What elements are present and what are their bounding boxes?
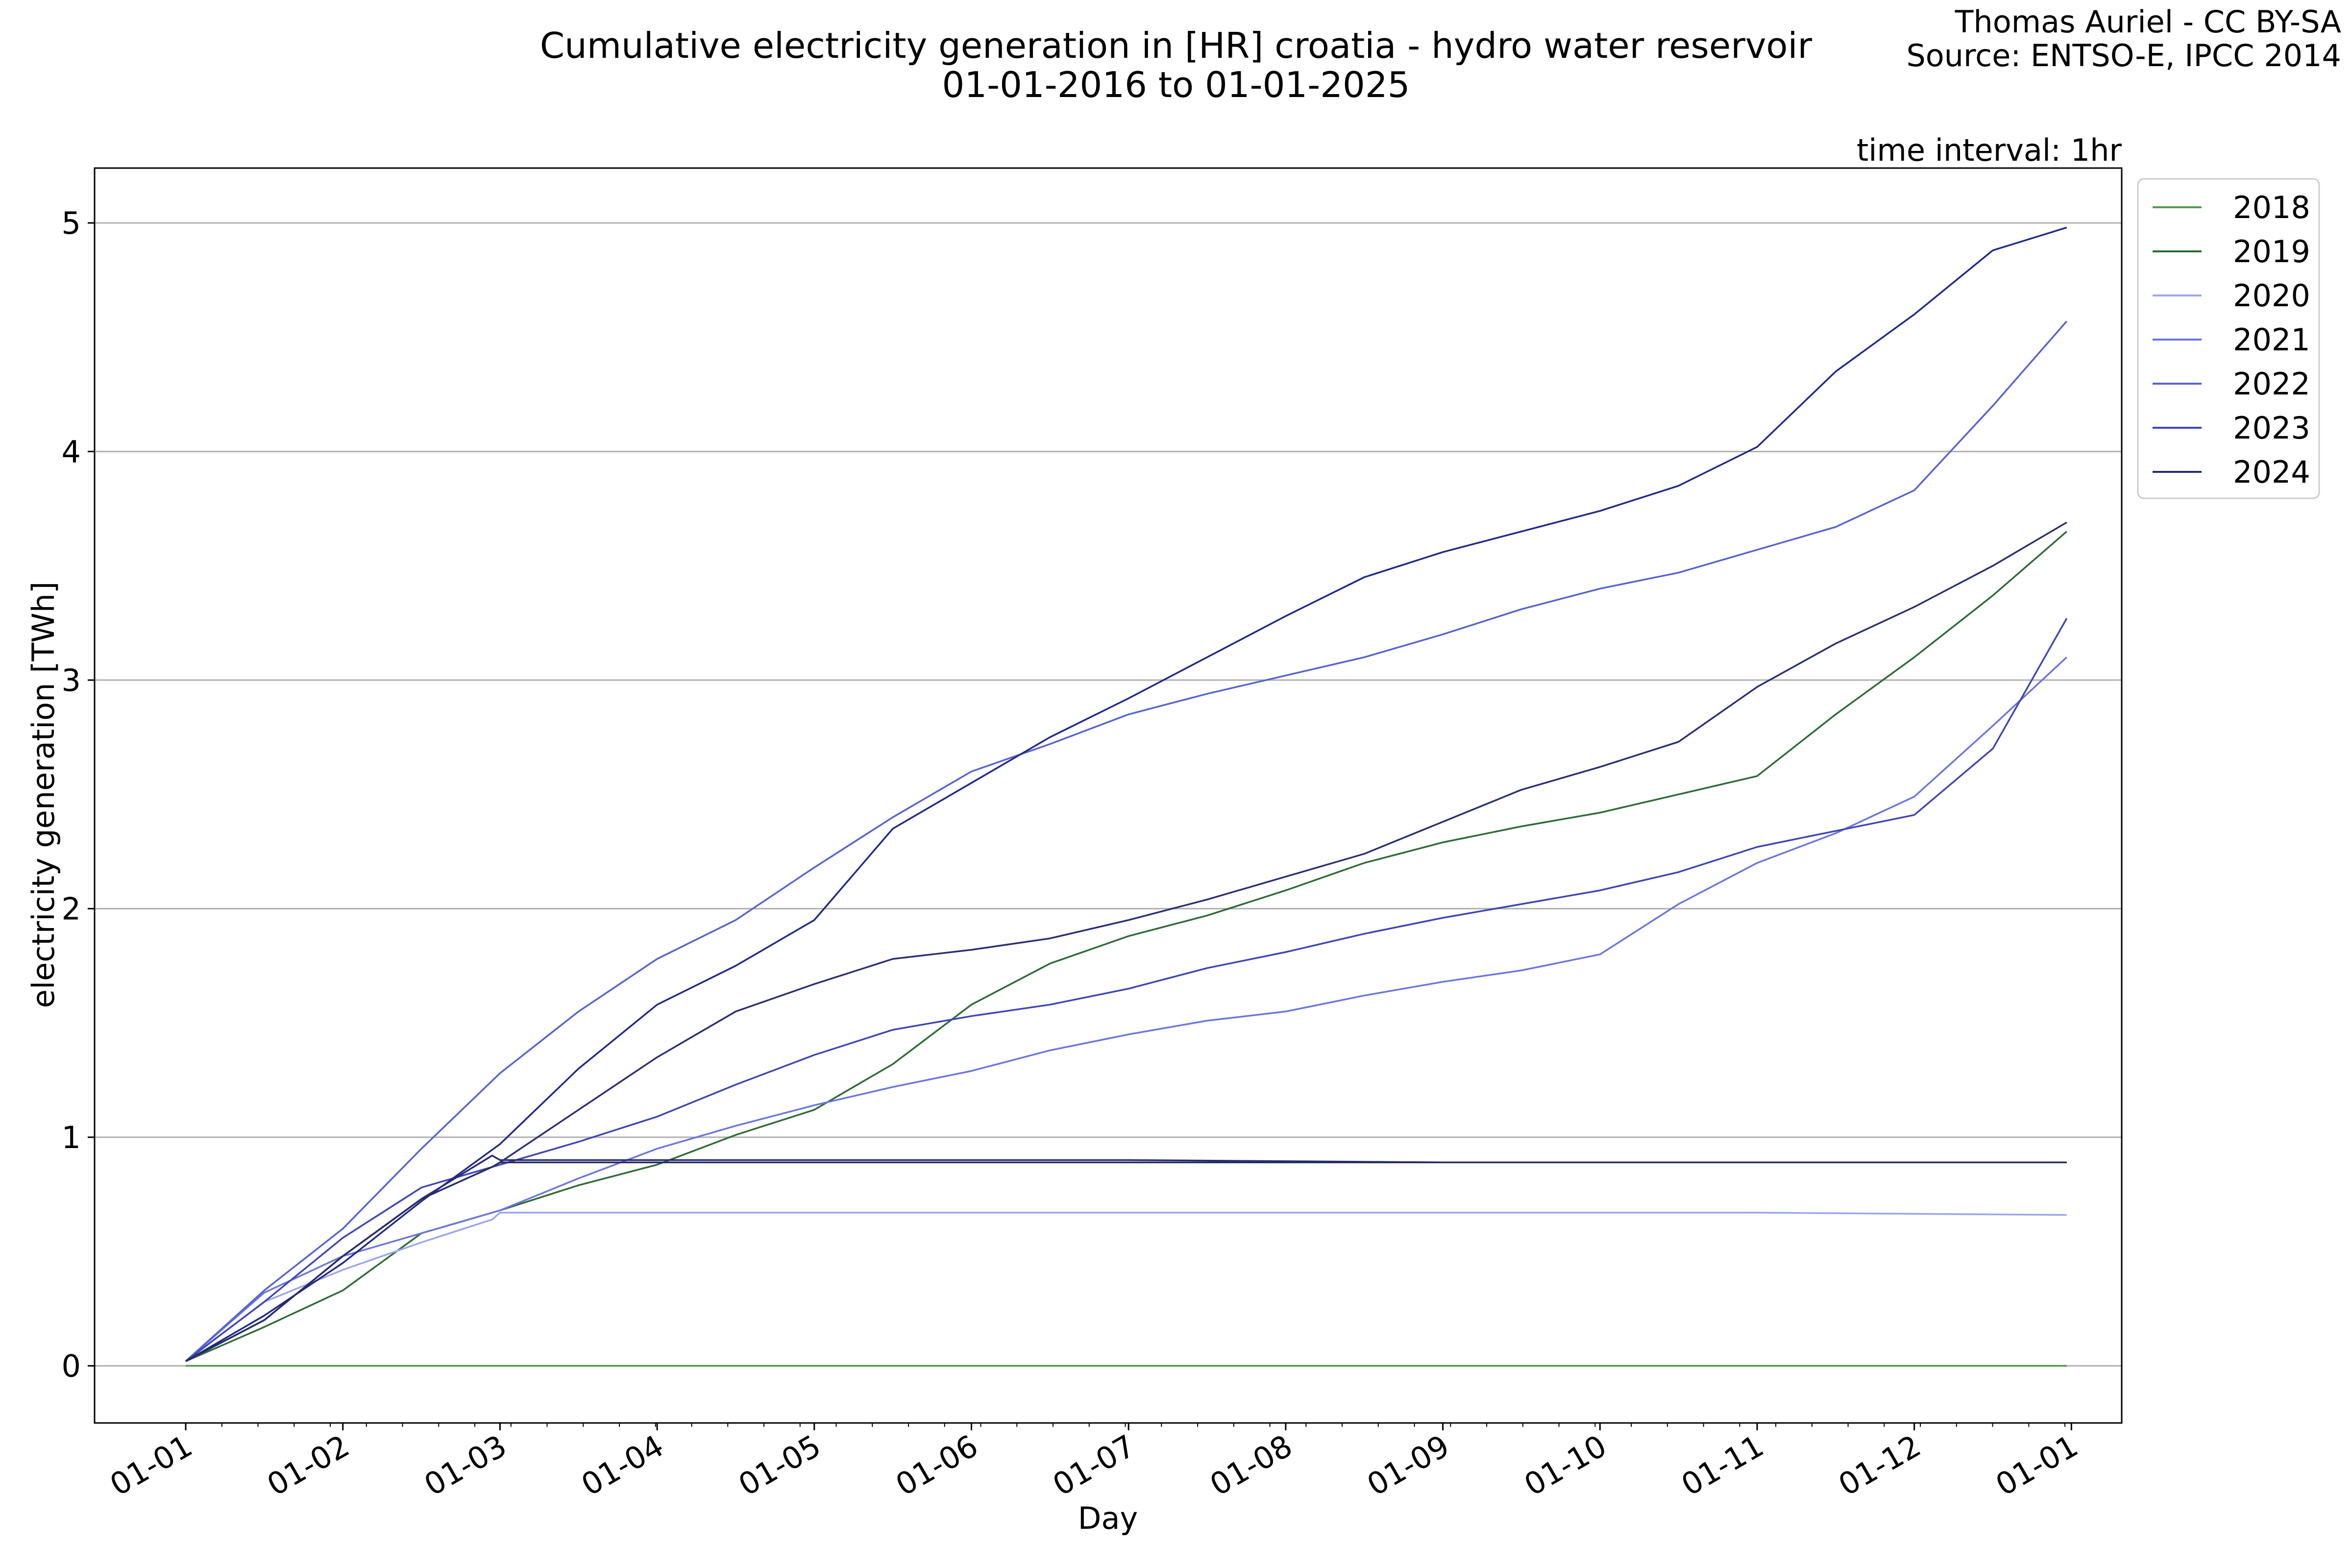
x-tick-label: 01-12 <box>1833 1428 1927 1503</box>
x-tick-label: 01-11 <box>1675 1428 1770 1503</box>
x-tick-label: 01-01 <box>1989 1428 2084 1503</box>
legend-label: 2019 <box>2233 234 2310 270</box>
y-tick-label: 2 <box>62 891 81 927</box>
y-axis-label: electricity generation [TWh] <box>25 582 61 1008</box>
x-axis-label: Day <box>1078 1500 1138 1536</box>
plot-frame <box>94 167 2123 1424</box>
series-line-2021 <box>185 657 2067 1362</box>
legend-frame <box>2137 178 2320 499</box>
legend-label: 2021 <box>2233 322 2310 358</box>
x-tick-label: 01-03 <box>418 1428 513 1503</box>
x-axis-ticks: 01-01 01-02 01-03 01-04 01-05 01-06 01-07 01-08… <box>104 1423 2084 1503</box>
legend-label: 2018 <box>2233 190 2310 225</box>
series-line-unlabeled-8 <box>185 1161 2067 1362</box>
x-tick-label: 01-02 <box>261 1428 356 1503</box>
series-line-2023 <box>185 618 2068 1362</box>
x-tick-label: 01-07 <box>1047 1428 1141 1503</box>
y-tick-label: 1 <box>62 1120 81 1155</box>
x-tick-label: 01-01 <box>104 1428 198 1503</box>
x-tick-label: 01-10 <box>1518 1428 1613 1503</box>
series-line-2020 <box>185 1212 2067 1362</box>
y-tick-label: 3 <box>62 662 81 698</box>
chart-subtitle: 01-01-2016 to 01-01-2025 <box>942 64 1410 105</box>
legend-label: 2023 <box>2233 410 2310 446</box>
time-interval-annotation: time interval: 1hr <box>1857 132 2122 168</box>
x-tick-label: 01-05 <box>733 1428 827 1503</box>
series-line-2024 <box>185 1154 2067 1362</box>
legend: 2018 2019 2020 2021 2022 2023 2024 <box>2137 178 2320 499</box>
y-tick-label: 4 <box>62 434 81 469</box>
series-line-unlabeled-7 <box>185 226 2067 1362</box>
legend-label: 2024 <box>2233 454 2310 490</box>
y-tick-label: 5 <box>62 205 81 241</box>
x-tick-label: 01-04 <box>575 1428 670 1503</box>
chart-title: Cumulative electricity generation in [HR… <box>540 25 1813 66</box>
y-tick-label: 0 <box>62 1348 81 1384</box>
grid <box>95 222 2122 1367</box>
credit-source: Source: ENTSO-E, IPCC 2014 <box>1906 38 2341 74</box>
x-tick-label: 01-06 <box>889 1428 984 1503</box>
x-tick-label: 01-08 <box>1204 1428 1298 1503</box>
x-tick-label: 01-09 <box>1361 1428 1456 1503</box>
legend-label: 2020 <box>2233 278 2310 314</box>
y-axis-ticks: 0 1 2 3 4 5 <box>62 205 95 1384</box>
series-line-unlabeled-9 <box>499 521 2067 1163</box>
series-line-2019 <box>185 531 2067 1362</box>
legend-items: 2018 2019 2020 2021 2022 2023 2024 <box>2153 190 2310 490</box>
series-line-2022 <box>185 320 2068 1362</box>
legend-label: 2022 <box>2233 366 2310 402</box>
credit-author: Thomas Auriel - CC BY-SA <box>1955 4 2341 40</box>
plot-lines <box>185 226 2068 1367</box>
